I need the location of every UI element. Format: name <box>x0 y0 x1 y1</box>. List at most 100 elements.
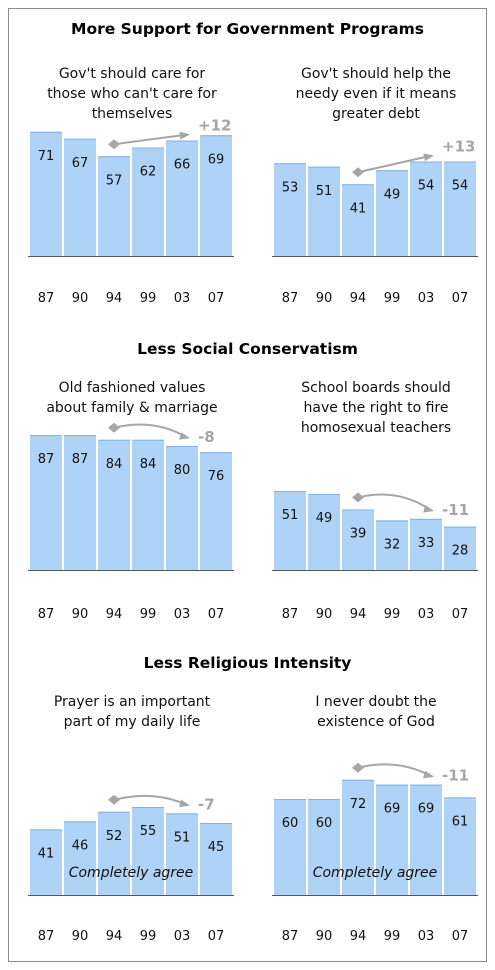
bar <box>64 138 96 256</box>
year-tick-label: 87 <box>38 291 55 306</box>
year-tick-label: 87 <box>282 929 299 944</box>
bar <box>376 784 408 895</box>
year-tick-label: 03 <box>418 291 435 306</box>
data-label: 53 <box>282 180 299 195</box>
data-label: 28 <box>452 544 469 559</box>
chart-2-subtitle: Gov't should help the needy even if it m… <box>266 64 486 124</box>
data-label: 57 <box>106 173 123 188</box>
section-title-social: Less Social Conservatism <box>137 340 358 358</box>
year-tick-label: 90 <box>72 929 89 944</box>
bar <box>342 779 374 895</box>
bar <box>274 490 306 570</box>
year-tick-label: 07 <box>208 291 225 306</box>
bar <box>308 494 340 570</box>
data-label: 45 <box>208 840 225 855</box>
data-label: 62 <box>140 165 157 180</box>
year-tick-label: 90 <box>316 929 333 944</box>
year-tick-label: 07 <box>208 607 225 622</box>
change-arrow-head <box>423 153 434 162</box>
change-arrow-head <box>423 505 434 513</box>
bar <box>410 161 442 256</box>
year-tick-label: 99 <box>384 291 401 306</box>
year-tick-label: 90 <box>72 607 89 622</box>
data-label: 60 <box>316 816 333 831</box>
change-label: -8 <box>198 428 215 446</box>
bar <box>132 147 164 256</box>
bar <box>410 784 442 895</box>
bar <box>98 811 130 895</box>
bar <box>308 166 340 256</box>
data-label: 41 <box>38 846 55 861</box>
bar <box>132 439 164 570</box>
change-label: -7 <box>198 795 215 813</box>
chart-4-subtitle: School boards should have the right to f… <box>266 378 486 438</box>
data-label: 52 <box>106 829 123 844</box>
subtitle-line: needy even if it means <box>295 86 457 102</box>
subtitle-line: those who can't care for <box>47 86 217 102</box>
bar <box>376 520 408 570</box>
data-label: 69 <box>418 802 435 817</box>
year-tick-label: 87 <box>38 607 55 622</box>
data-label: 41 <box>350 201 367 216</box>
bar <box>132 807 164 895</box>
change-arrow-line <box>357 154 433 174</box>
data-label: 80 <box>174 463 191 478</box>
inner-label: Completely agree <box>69 865 194 881</box>
subtitle-line: themselves <box>91 106 173 122</box>
year-tick-label: 94 <box>350 291 367 306</box>
bar <box>166 446 198 570</box>
year-tick-label: 87 <box>282 607 299 622</box>
change-label: -11 <box>442 501 469 519</box>
data-label: 76 <box>208 469 225 484</box>
subtitle-line: Prayer is an important <box>53 694 211 710</box>
data-label: 72 <box>350 797 367 812</box>
subtitle-line: Old fashioned values <box>58 380 206 396</box>
data-label: 60 <box>282 816 299 831</box>
bar <box>166 813 198 895</box>
data-label: 87 <box>72 452 89 467</box>
subtitle-line: I never doubt the <box>315 694 437 710</box>
data-label: 67 <box>72 156 89 171</box>
chart-4: 51 49 39 32 33 28 87 90 94 99 03 07 -11 <box>272 490 478 622</box>
change-arrow-head <box>423 770 434 779</box>
data-label: 84 <box>106 457 123 472</box>
year-tick-label: 07 <box>452 929 469 944</box>
subtitle-line: School boards should <box>301 380 451 396</box>
bar <box>444 797 476 895</box>
data-label: 49 <box>316 511 333 526</box>
data-label: 39 <box>350 527 367 542</box>
change-label: +13 <box>442 138 475 156</box>
year-tick-label: 94 <box>350 929 367 944</box>
year-tick-label: 87 <box>38 929 55 944</box>
data-label: 32 <box>384 537 401 552</box>
year-tick-label: 07 <box>452 607 469 622</box>
year-tick-label: 99 <box>384 929 401 944</box>
bar <box>274 799 306 895</box>
inner-label: Completely agree <box>313 865 438 881</box>
subtitle-line: greater debt <box>332 106 420 122</box>
data-label: 69 <box>384 802 401 817</box>
chart-2: 53 51 41 49 54 54 87 90 94 99 03 07 +13 <box>272 138 478 306</box>
change-arrow-head <box>179 131 190 140</box>
year-tick-label: 99 <box>140 929 157 944</box>
bar <box>98 439 130 570</box>
bar <box>64 821 96 895</box>
subtitle-line: part of my daily life <box>63 714 201 730</box>
change-arrow-line <box>113 423 189 439</box>
chart-5: 41 46 52 55 51 45 87 90 94 99 03 07 -7 Completely agr… <box>28 794 234 944</box>
year-tick-label: 03 <box>174 929 191 944</box>
change-arrow-tail-diamond <box>352 762 364 773</box>
data-label: 54 <box>452 179 469 194</box>
chart-3-subtitle: Old fashioned values about family & marr… <box>22 378 242 418</box>
bar <box>200 135 232 256</box>
bar <box>444 161 476 256</box>
data-label: 51 <box>282 508 299 523</box>
bar <box>410 518 442 570</box>
chart-1-subtitle: Gov't should care for those who can't ca… <box>22 64 242 124</box>
chart-1: 71 67 57 62 66 69 87 90 94 99 03 07 +12 <box>28 117 234 306</box>
data-label: 54 <box>418 179 435 194</box>
change-arrow-tail-diamond <box>108 139 120 150</box>
bar <box>444 526 476 570</box>
bar <box>274 163 306 256</box>
